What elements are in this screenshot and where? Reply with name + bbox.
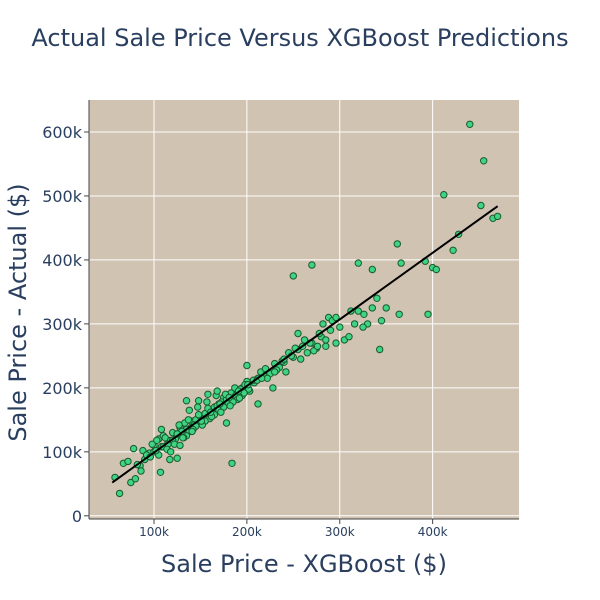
data-point: [194, 397, 203, 405]
data-point: [217, 408, 225, 416]
y-tick-label: 500k: [42, 187, 83, 206]
data-point: [332, 313, 340, 322]
data-point: [124, 457, 132, 466]
data-point: [188, 427, 196, 436]
data-point: [354, 259, 362, 267]
data-point: [336, 323, 344, 331]
data-point: [175, 421, 183, 429]
data-point: [166, 455, 174, 464]
chart-title: Actual Sale Price Versus XGBoost Predict…: [31, 24, 569, 52]
data-point: [226, 402, 234, 410]
data-point: [397, 259, 405, 267]
data-point: [313, 342, 322, 350]
data-point: [300, 336, 309, 344]
data-point: [477, 201, 485, 210]
data-point: [368, 265, 376, 274]
y-axis-title: Sale Price - Actual ($): [4, 183, 32, 441]
data-point: [376, 345, 384, 354]
data-point: [466, 120, 474, 129]
data-point: [393, 240, 401, 248]
data-point: [377, 317, 386, 325]
data-point: [294, 329, 302, 338]
y-tick-label: 0: [72, 507, 82, 526]
data-point: [176, 441, 184, 450]
data-point: [282, 368, 290, 376]
data-point: [322, 342, 330, 350]
data-point: [179, 434, 187, 442]
data-point: [148, 440, 156, 448]
data-point: [382, 304, 390, 312]
data-point: [167, 448, 175, 456]
data-point: [368, 304, 376, 312]
data-point: [373, 294, 381, 302]
data-point: [228, 459, 236, 467]
y-tick-label: 600k: [42, 123, 83, 142]
data-point: [204, 390, 212, 398]
x-axis-title: Sale Price - XGBoost ($): [161, 550, 447, 578]
data-point: [222, 419, 231, 427]
y-tick-label: 300k: [42, 315, 83, 334]
data-point: [185, 406, 194, 414]
y-tick-label: 200k: [42, 379, 83, 398]
data-point: [345, 333, 353, 341]
x-tick-label: 300k: [325, 525, 355, 539]
x-axis-ticks: 100k 200k 300k 400k: [139, 519, 448, 539]
data-point: [157, 425, 166, 434]
data-point: [359, 323, 367, 331]
data-point: [395, 310, 403, 318]
x-tick-label: 100k: [139, 525, 169, 539]
y-tick-label: 400k: [42, 251, 83, 270]
data-point: [203, 398, 211, 406]
data-point: [115, 489, 124, 498]
y-tick-label: 100k: [42, 443, 83, 462]
data-point: [127, 478, 135, 487]
data-point: [354, 307, 362, 315]
data-point: [440, 191, 448, 199]
data-point: [213, 387, 221, 395]
grid-lines: [89, 100, 519, 519]
data-point: [269, 384, 277, 392]
data-point: [432, 265, 440, 274]
data-point: [424, 310, 432, 318]
data-point: [182, 397, 191, 405]
data-point: [153, 436, 161, 444]
data-point: [156, 468, 165, 476]
data-point: [319, 320, 327, 328]
data-point: [308, 261, 316, 269]
data-point: [289, 272, 297, 280]
data-point: [360, 310, 368, 318]
data-point: [129, 444, 138, 453]
data-point: [184, 416, 193, 424]
data-point: [303, 349, 311, 357]
x-tick-label: 200k: [232, 525, 262, 539]
data-point: [493, 212, 502, 221]
fit-line: [111, 205, 499, 484]
data-point: [480, 157, 488, 165]
data-point: [137, 467, 145, 475]
y-axis-ticks: 0 100k 200k 300k 400k 500k 600k: [42, 123, 89, 526]
data-point: [194, 411, 203, 419]
data-point: [271, 368, 279, 376]
data-point: [449, 246, 457, 255]
data-point: [131, 475, 140, 483]
data-point: [243, 361, 251, 370]
data-point: [332, 339, 340, 347]
data-point: [235, 394, 244, 402]
data-point: [350, 320, 359, 328]
data-point: [194, 403, 202, 411]
data-point: [297, 355, 305, 363]
data-point: [254, 400, 262, 408]
data-point: [322, 336, 330, 344]
data-point: [173, 454, 181, 462]
x-tick-label: 400k: [418, 525, 448, 539]
